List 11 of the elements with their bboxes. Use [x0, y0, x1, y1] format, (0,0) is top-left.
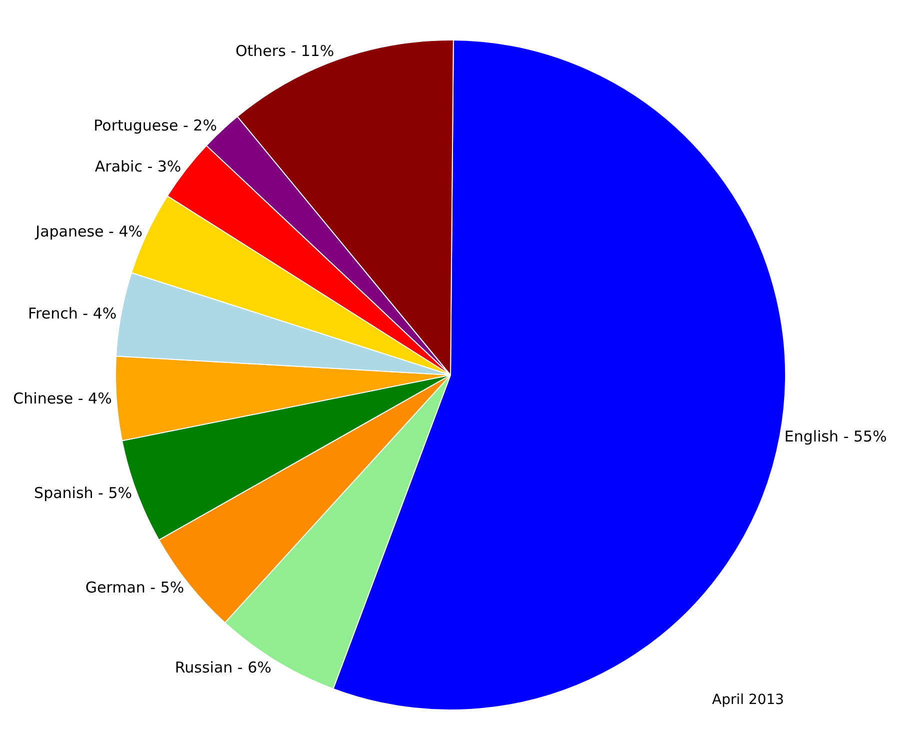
- slice-label: Portuguese - 2%: [94, 116, 217, 135]
- slice-label: Others - 11%: [235, 42, 334, 60]
- slice-label: Spanish - 5%: [34, 484, 132, 502]
- text: April 2013: [712, 692, 784, 708]
- slice-label: Japanese - 4%: [34, 222, 142, 241]
- slice-label: German - 5%: [85, 578, 184, 596]
- slice-label: French - 4%: [28, 304, 117, 323]
- slice-label: Arabic - 3%: [94, 157, 182, 176]
- slice-label: English - 55%: [784, 427, 887, 446]
- slice-label: Russian - 6%: [174, 658, 272, 676]
- slice-label: Chinese - 4%: [13, 390, 112, 408]
